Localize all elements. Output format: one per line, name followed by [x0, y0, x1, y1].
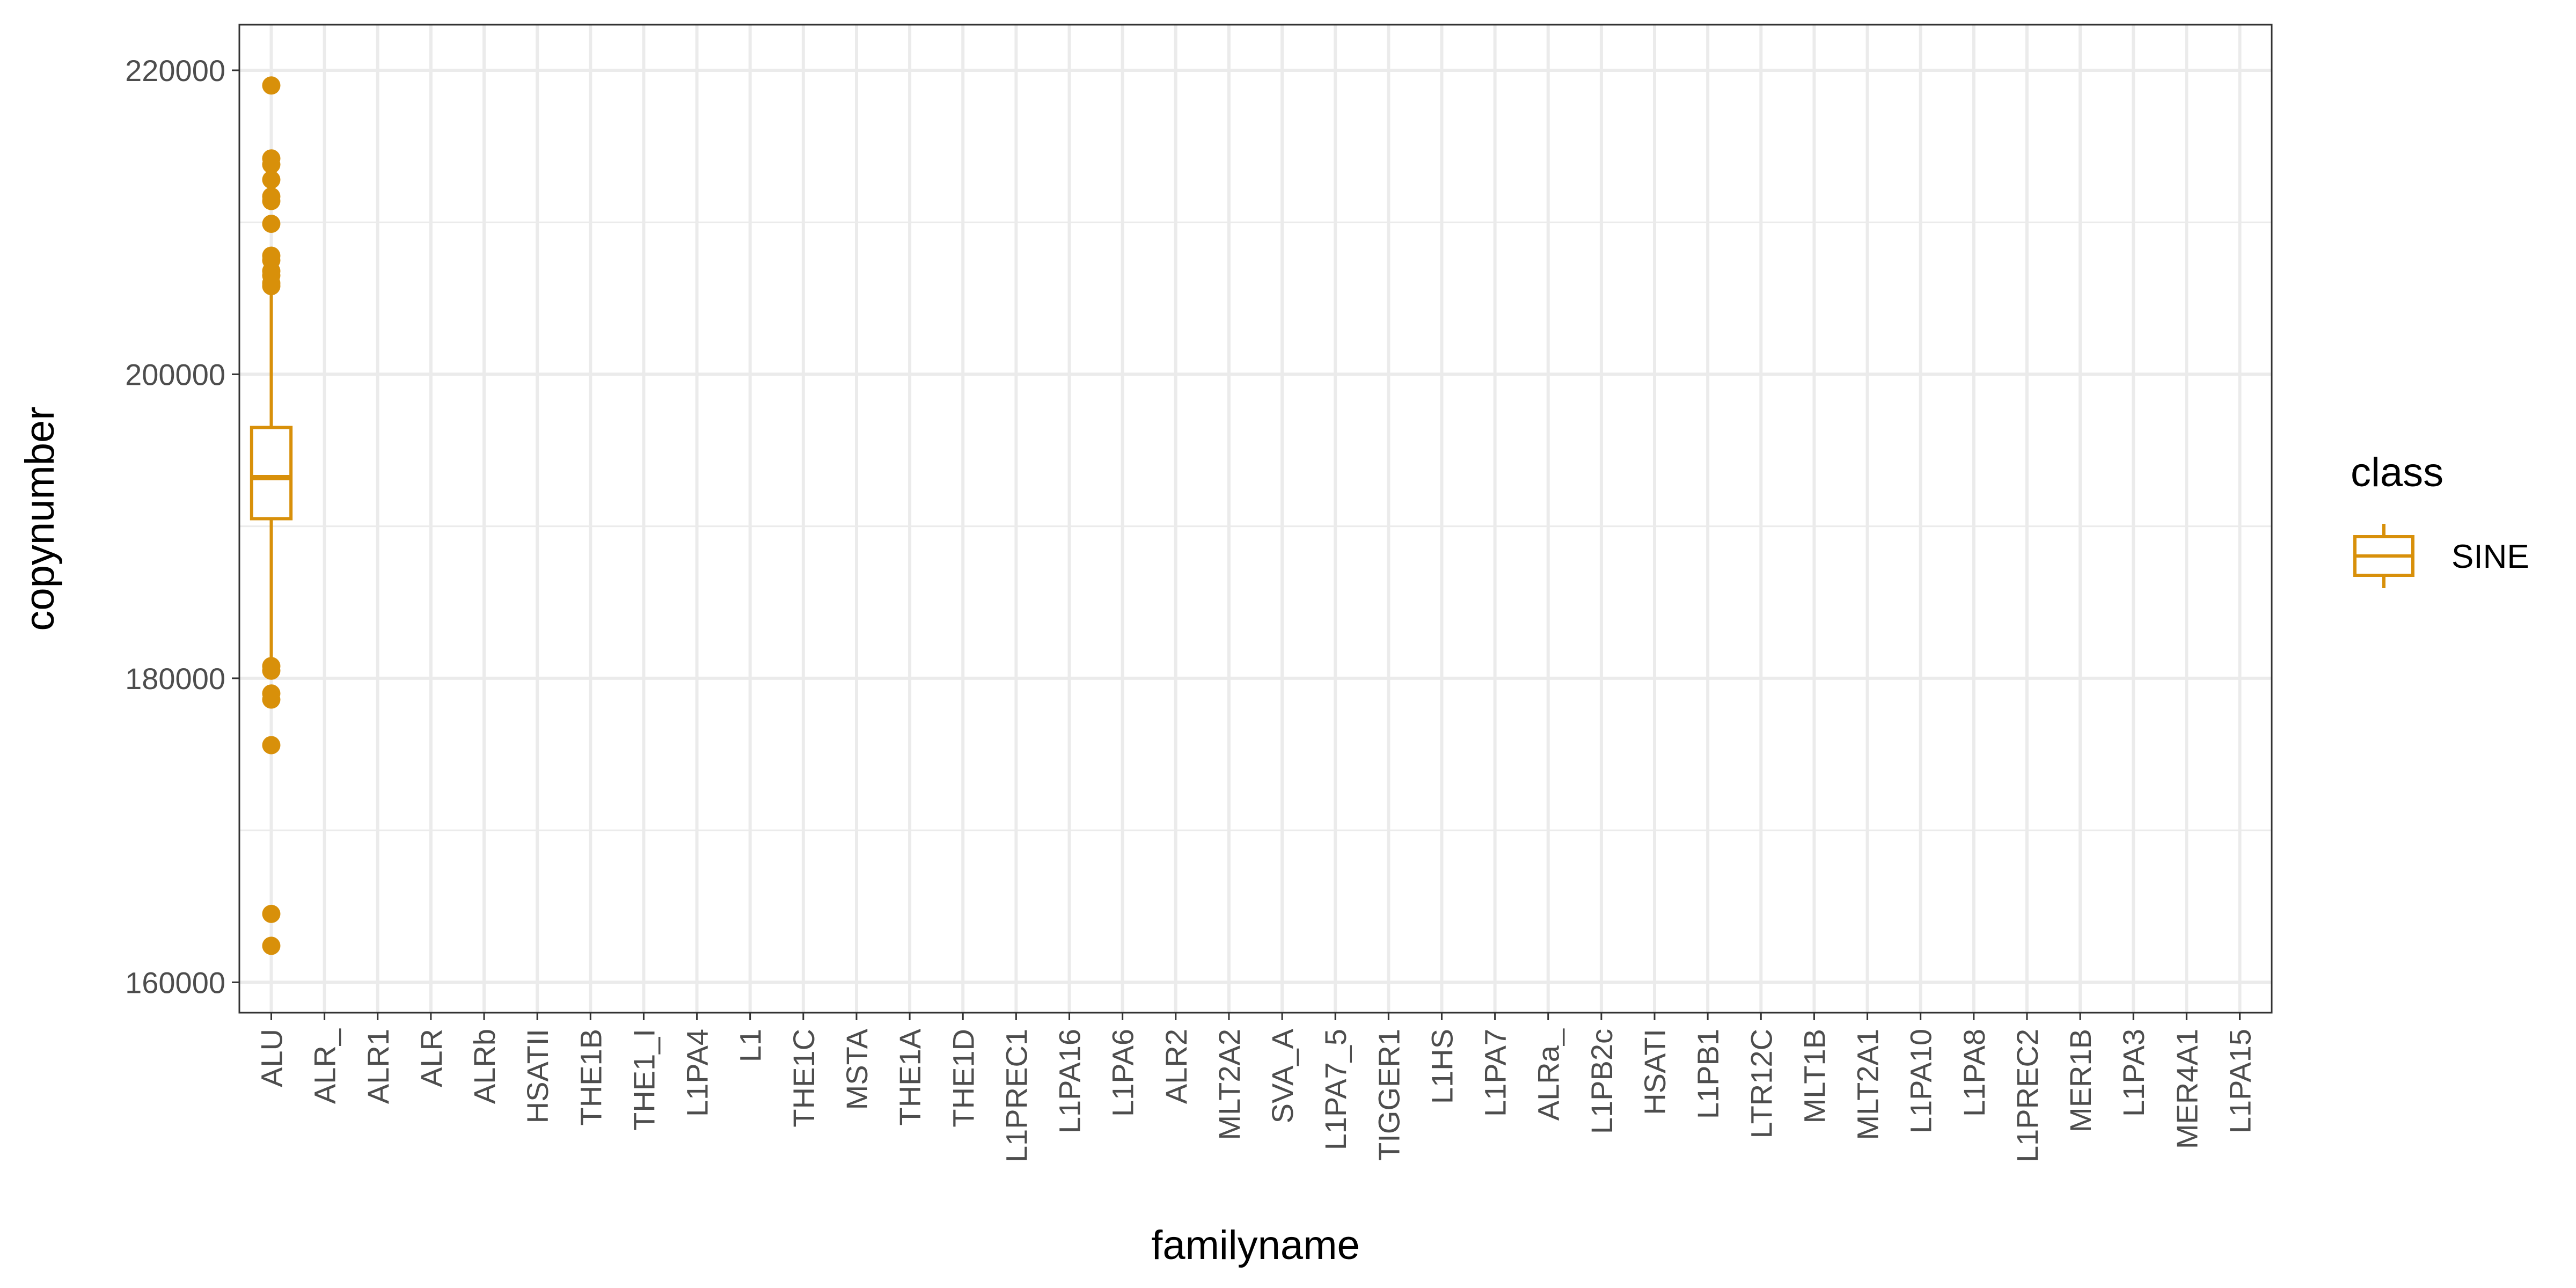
- x-tick-label: ALU: [254, 1029, 288, 1087]
- x-tick-label: L1PREC2: [2010, 1029, 2044, 1162]
- panel-border: [238, 24, 2273, 1014]
- x-tick-label: ALRb: [467, 1029, 501, 1104]
- x-tick-label: L1PA6: [1106, 1029, 1140, 1117]
- x-tick-label: L1PA3: [2117, 1029, 2150, 1117]
- x-tick-label: THE1A: [893, 1028, 927, 1125]
- legend-label-sine: SINE: [2451, 538, 2529, 575]
- outlier-point: [262, 936, 281, 955]
- y-tick-label: 160000: [125, 965, 225, 999]
- y-tick-label: 220000: [125, 54, 225, 87]
- outlier-point: [262, 76, 281, 95]
- x-tick-label: MER1B: [2063, 1029, 2097, 1132]
- x-tick-label: LTR12C: [1744, 1029, 1778, 1138]
- x-tick-label: HSATII: [521, 1029, 554, 1123]
- legend-title: class: [2351, 450, 2443, 495]
- outlier-point: [262, 690, 281, 709]
- x-tick-label: L1PA7_5: [1319, 1029, 1352, 1150]
- x-axis: ALU ALR_ ALR1 ALR ALRb HSATII THE1B THE1_I L1PA4…: [254, 1013, 2257, 1162]
- x-tick-label: TIGGER1: [1372, 1029, 1406, 1161]
- legend: class SINE: [2351, 450, 2529, 588]
- x-tick-label: SVA_A: [1265, 1028, 1299, 1123]
- x-tick-label: ALR1: [361, 1029, 395, 1104]
- x-tick-label: L1PA15: [2223, 1029, 2257, 1133]
- outlier-point: [262, 155, 281, 174]
- x-tick-label: L1PA16: [1053, 1029, 1087, 1133]
- x-tick-label: THE1D: [946, 1029, 980, 1128]
- x-tick-label: L1PA10: [1904, 1029, 1938, 1133]
- outlier-point: [262, 170, 281, 189]
- x-tick-label: MER4A1: [2170, 1029, 2204, 1149]
- x-tick-label: ALRa_: [1532, 1028, 1565, 1121]
- grid-major: [239, 25, 2272, 1013]
- x-tick-label: L1PB1: [1691, 1029, 1725, 1119]
- x-tick-label: L1PA8: [1957, 1029, 1991, 1117]
- outlier-point: [262, 215, 281, 233]
- grid-minor: [239, 221, 2272, 831]
- x-tick-label: MLT2A2: [1212, 1029, 1246, 1140]
- data-marks: [250, 76, 293, 955]
- y-tick-label: 200000: [125, 357, 225, 391]
- y-axis: 160000 180000 200000 220000: [125, 54, 239, 999]
- x-tick-label: ALR_: [308, 1028, 342, 1104]
- outlier-point: [262, 904, 281, 923]
- x-tick-label: MSTA: [840, 1028, 874, 1110]
- x-tick-label: MLT1B: [1797, 1029, 1831, 1123]
- outlier-point: [262, 192, 281, 210]
- outlier-point: [262, 277, 281, 296]
- x-tick-label: ALR2: [1159, 1029, 1193, 1104]
- x-tick-label: THE1_I: [627, 1029, 661, 1131]
- y-tick-label: 180000: [125, 662, 225, 696]
- x-axis-title: familyname: [1151, 1223, 1360, 1268]
- x-tick-label: L1PA7: [1479, 1029, 1512, 1117]
- y-axis-title: copynumber: [17, 406, 63, 631]
- legend-key-sine: [2353, 524, 2414, 588]
- box: [250, 426, 293, 521]
- x-tick-label: THE1B: [574, 1029, 608, 1126]
- x-tick-label: L1PB2c: [1585, 1029, 1619, 1134]
- x-tick-label: ALR: [414, 1029, 448, 1087]
- x-tick-label: L1PREC1: [999, 1029, 1033, 1162]
- x-tick-label: L1HS: [1425, 1029, 1459, 1104]
- x-tick-label: L1: [734, 1029, 767, 1062]
- x-tick-label: THE1C: [787, 1029, 821, 1128]
- x-tick-label: L1PA4: [680, 1029, 714, 1117]
- x-tick-label: MLT2A1: [1851, 1029, 1885, 1140]
- x-tick-label: HSATI: [1638, 1029, 1672, 1115]
- outlier-point: [262, 736, 281, 755]
- outlier-point: [262, 661, 281, 680]
